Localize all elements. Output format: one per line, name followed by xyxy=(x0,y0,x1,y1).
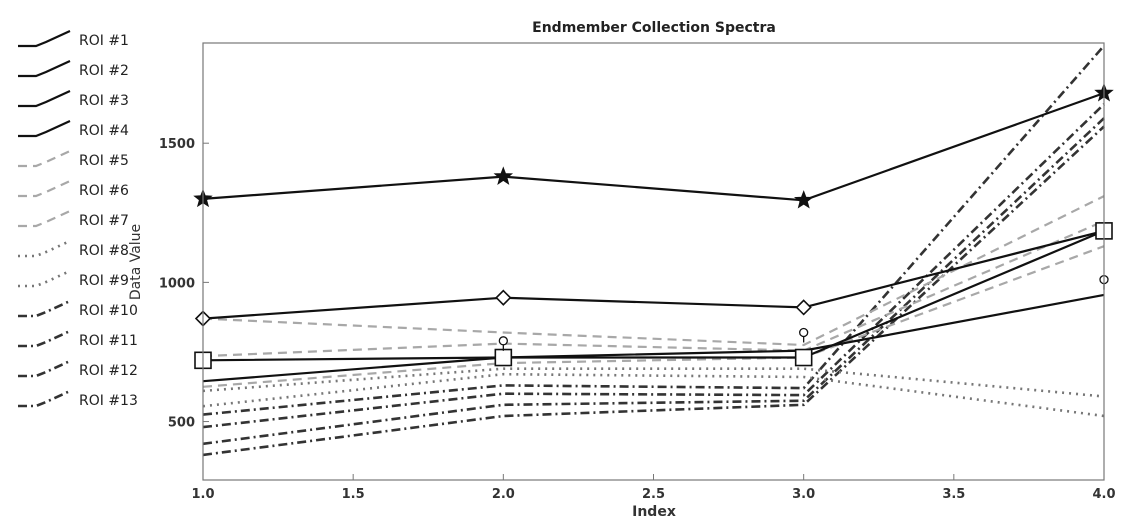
series-line-roi-10 xyxy=(202,44,1105,416)
legend-swatch-roi-3 xyxy=(18,90,71,108)
series-line-roi-5 xyxy=(202,195,1105,347)
series-line-roi-11 xyxy=(202,103,1105,429)
y-tick-label: 500 xyxy=(168,416,195,431)
legend-label-roi-3: ROI #3 xyxy=(79,93,129,109)
legend-swatch-roi-8 xyxy=(18,239,71,258)
data-point-roi-2 xyxy=(495,289,512,306)
point-marker-2 xyxy=(799,327,809,338)
x-tick-label: 1.5 xyxy=(342,487,365,502)
legend-label-roi-4: ROI #4 xyxy=(79,123,129,139)
x-tick-label: 3.0 xyxy=(792,487,815,502)
series-line-roi-7 xyxy=(202,245,1105,388)
legend-label-roi-8: ROI #8 xyxy=(79,243,129,259)
x-axis-label: Index xyxy=(632,504,676,517)
y-tick-layer: 500 1000 1500 xyxy=(159,137,209,431)
series-line-roi-3 xyxy=(202,229,1105,362)
series-line-roi-2 xyxy=(202,229,1105,320)
x-tick-label: 2.5 xyxy=(642,487,665,502)
data-point-roi-3 xyxy=(794,348,813,367)
legend-swatch-roi-11 xyxy=(18,329,71,348)
legend-swatch-roi-13 xyxy=(18,389,71,408)
x-tick-label: 4.0 xyxy=(1092,487,1115,502)
y-axis-label: Data Value xyxy=(128,224,144,300)
legend: ROI #1 ROI #2 ROI #3 ROI #4 ROI #5 ROI #6 ROI … xyxy=(18,30,138,409)
x-tick-label: 2.0 xyxy=(492,487,515,502)
legend-label-roi-1: ROI #1 xyxy=(79,33,129,49)
x-tick-label: 1.0 xyxy=(191,487,214,502)
data-point-roi-1 xyxy=(793,190,814,209)
data-point-roi-1 xyxy=(493,166,514,185)
legend-label-roi-13: ROI #13 xyxy=(79,393,138,409)
point-marker-1 xyxy=(498,336,508,346)
legend-label-roi-10: ROI #10 xyxy=(79,303,138,319)
legend-label-roi-7: ROI #7 xyxy=(79,213,129,229)
x-tick-label: 3.5 xyxy=(942,487,965,502)
y-tick-label: 1500 xyxy=(159,137,195,152)
data-point-roi-2 xyxy=(795,299,812,316)
series-line-roi-4 xyxy=(202,293,1105,383)
series-line-roi-1 xyxy=(202,92,1105,202)
legend-swatch-roi-4 xyxy=(18,120,71,138)
legend-label-roi-11: ROI #11 xyxy=(79,333,138,349)
legend-swatch-roi-1 xyxy=(18,30,71,48)
legend-swatch-roi-12 xyxy=(18,359,71,378)
legend-label-roi-5: ROI #5 xyxy=(79,153,129,169)
legend-label-roi-9: ROI #9 xyxy=(79,273,129,289)
legend-label-roi-6: ROI #6 xyxy=(79,183,129,199)
legend-swatch-roi-5 xyxy=(18,150,71,168)
legend-swatch-roi-10 xyxy=(18,299,71,318)
legend-label-roi-12: ROI #12 xyxy=(79,363,138,379)
legend-swatch-roi-7 xyxy=(18,210,71,228)
data-point-roi-3 xyxy=(494,348,513,367)
legend-swatch-roi-6 xyxy=(18,180,71,198)
y-tick-label: 1000 xyxy=(159,276,195,291)
legend-swatch-roi-9 xyxy=(18,269,71,288)
series-line-roi-6 xyxy=(202,220,1105,358)
chart-title: Endmember Collection Spectra xyxy=(532,20,776,36)
x-tick-layer: 1.0 1.5 2.0 2.5 3.0 3.5 4.0 xyxy=(191,474,1116,502)
legend-label-roi-2: ROI #2 xyxy=(79,63,129,79)
series-layer xyxy=(202,44,1105,457)
legend-swatch-roi-2 xyxy=(18,60,71,78)
